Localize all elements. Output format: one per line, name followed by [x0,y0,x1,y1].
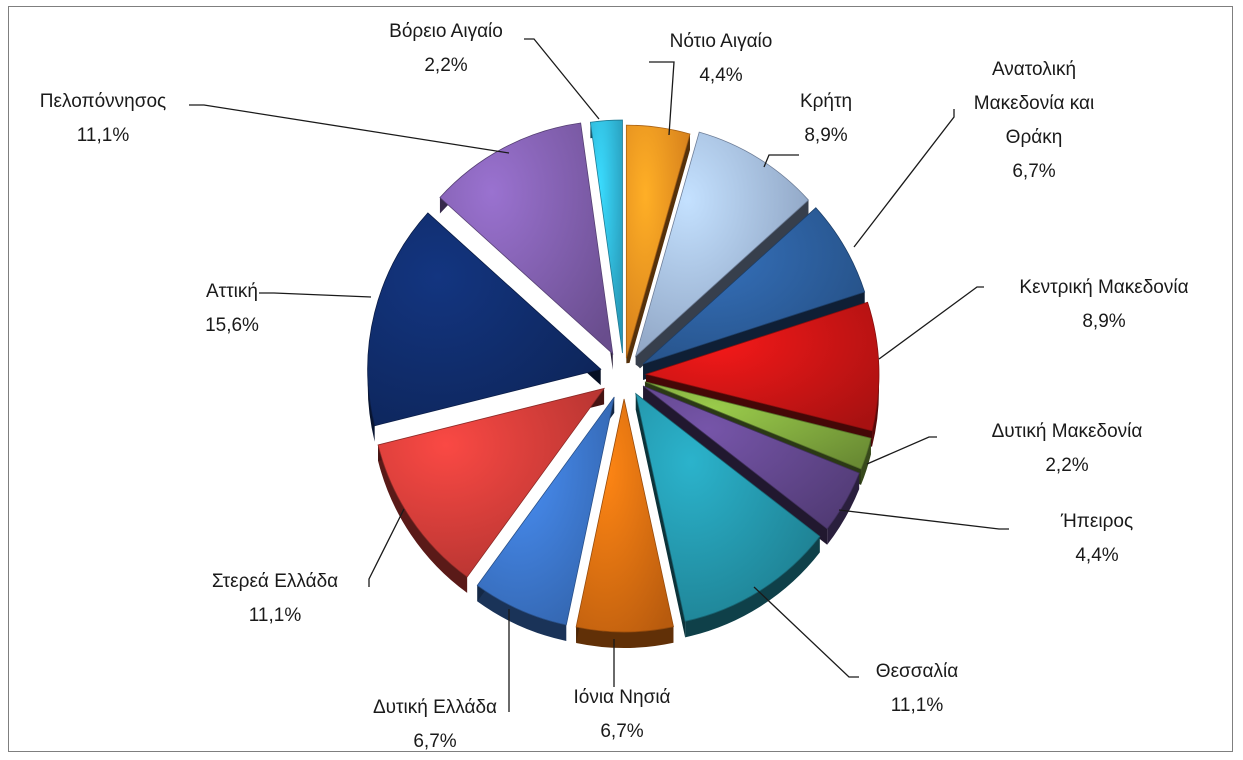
leader-line-3 [878,286,984,360]
pie-slice-0 [625,124,691,359]
slice-label-value: 11,1% [891,695,944,716]
leader-line-2 [853,109,955,248]
slice-label-value: 2,2% [424,55,467,76]
pie-slice-side [477,585,567,641]
slice-label-value: 15,6% [205,315,259,336]
pie-slice-6 [635,392,821,622]
slice-label-value: 8,9% [804,125,847,146]
slice-label-text: Θεσσαλία [876,661,958,682]
pie-slice-8 [476,396,615,626]
slice-label-text: Αττική [206,281,258,302]
leader-line-0 [649,61,675,136]
slice-label-value: 6,7% [600,721,643,742]
slice-label-1: Κρήτη 8,9% [800,91,852,146]
pie-slice-12 [589,119,623,354]
pie-slice-4 [644,381,872,470]
pie-slice-2 [642,207,866,365]
pie-chart: Νότιο Αιγαίο 4,4% Κρήτη 8,9% Ανατολική Μακεδο… [40,21,1189,752]
pie-slice-5 [642,385,860,530]
slice-label-6: Θεσσαλία 11,1% [876,661,958,716]
leader-line-5 [838,509,1009,530]
slice-label-value: 8,9% [1082,311,1125,332]
slice-label-value: 11,1% [77,125,130,146]
slice-label-text: Δυτική Ελλάδα [373,697,497,718]
slice-label-text: Δυτική Μακεδονία [992,421,1143,442]
slice-label-0: Νότιο Αιγαίο 4,4% [670,31,773,86]
slice-label-2: Ανατολική Μακεδονία και Θράκη 6,7% [974,59,1094,182]
slice-label-8: Δυτική Ελλάδα 6,7% [373,697,497,752]
slice-label-value: 4,4% [1075,545,1118,566]
leader-line-1 [763,154,799,168]
slice-label-text: Ανατολική [992,59,1076,80]
slice-label-text: Θράκη [1006,127,1063,148]
leader-line-6 [753,586,859,678]
slice-label-text: Κρήτη [800,91,852,112]
leader-line-10 [259,292,372,298]
slice-label-text: Πελοπόννησος [40,91,166,112]
pie-slice-1 [634,131,810,358]
pie-slice-side [378,444,468,593]
slice-label-text: Ιόνια Νησιά [573,687,670,708]
slice-label-12: Βόρειο Αιγαίο 2,2% [389,21,503,76]
slice-label-text: Κεντρική Μακεδονία [1019,277,1188,298]
slice-label-7: Ιόνια Νησιά 6,7% [573,687,670,742]
slice-label-9: Στερεά Ελλάδα 11,1% [212,571,338,626]
slice-label-10: Αττική 15,6% [205,281,259,336]
pie-slice-11 [439,122,614,355]
pie-slice-side [685,536,820,638]
slice-label-value: 11,1% [249,605,302,626]
pie-slice-10 [367,212,602,427]
leader-line-11 [189,104,510,154]
slice-label-text: Ήπειρος [1060,511,1133,532]
slice-label-5: Ήπειρος 4,4% [1060,511,1133,566]
slice-label-value: 6,7% [1012,161,1055,182]
pie-slice-7 [575,398,674,633]
leader-line-4 [866,436,937,465]
leader-line-12 [524,38,600,120]
pie-center [615,363,643,391]
pie-slice-3 [644,301,880,432]
chart-frame: Νότιο Αιγαίο 4,4% Κρήτη 8,9% Ανατολική Μακεδο… [8,6,1233,752]
slice-label-value: 6,7% [413,731,456,752]
pie-slice-side [861,438,871,485]
slice-label-text: Βόρειο Αιγαίο [389,21,503,42]
leader-line-9 [368,508,405,587]
slice-label-value: 2,2% [1045,455,1088,476]
pie-slice-edge [643,385,828,545]
pie-slice-side [576,626,674,648]
slice-label-text: Μακεδονία και [974,93,1094,114]
pie-slice-edge [635,393,686,638]
slice-label-text: Στερεά Ελλάδα [212,571,338,592]
slice-label-4: Δυτική Μακεδονία 2,2% [992,421,1143,476]
slice-label-value: 4,4% [699,65,742,86]
slice-label-11: Πελοπόννησος 11,1% [40,91,166,146]
pie-slice-9 [377,387,606,578]
pie-slice-edge [635,200,809,373]
slice-label-3: Κεντρική Μακεδονία 8,9% [1019,277,1188,332]
pie-slice-edge [626,134,690,375]
slice-label-text: Νότιο Αιγαίο [670,31,773,52]
